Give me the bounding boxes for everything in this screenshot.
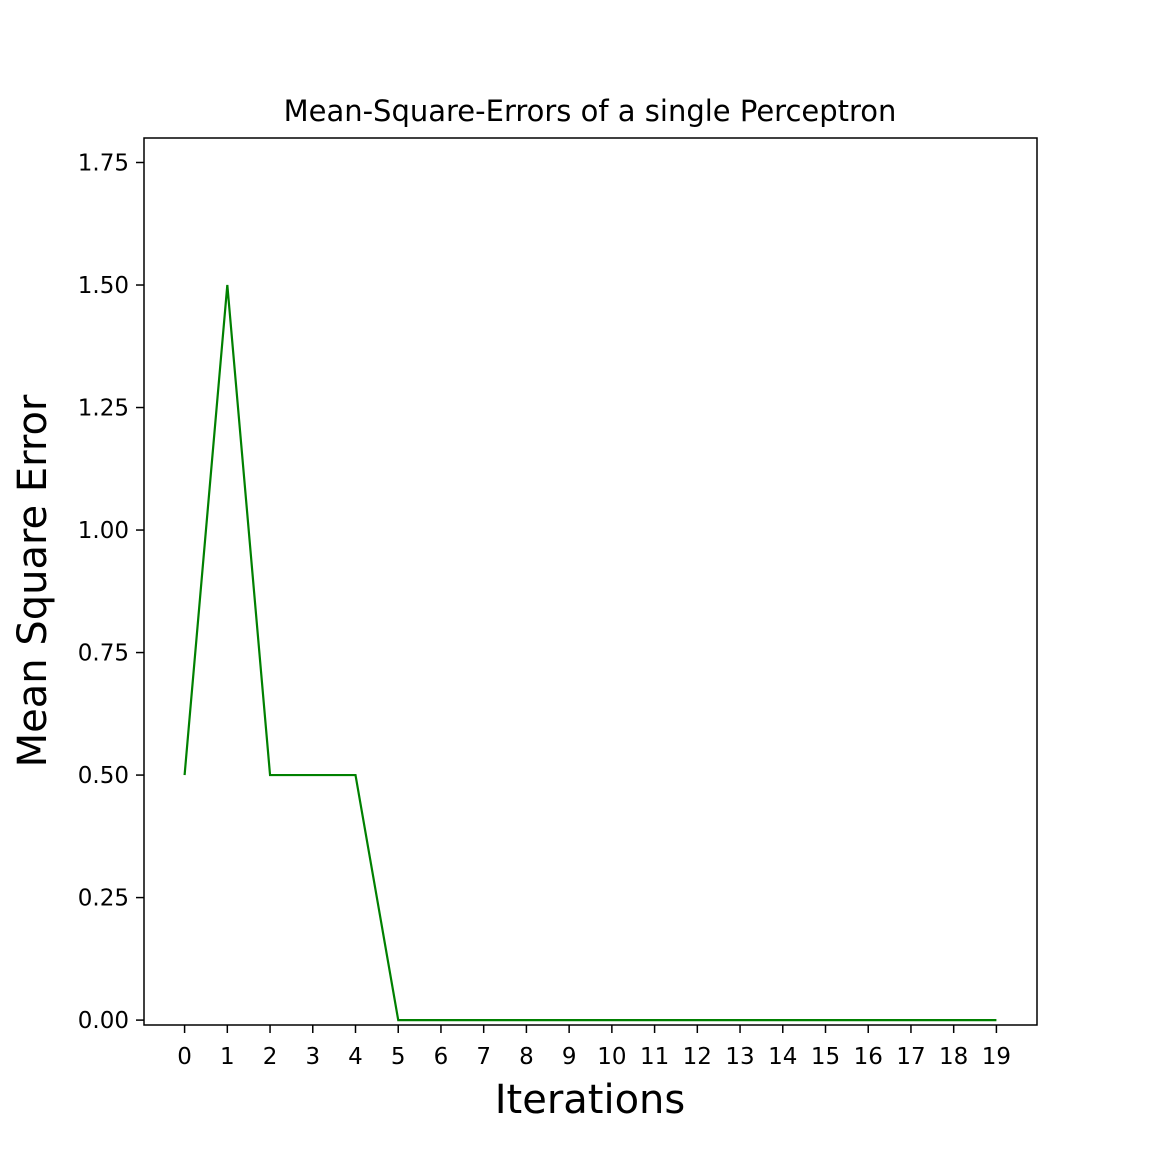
y-tick-label: 1.50 <box>78 273 129 299</box>
x-tick-label: 10 <box>597 1044 626 1070</box>
x-tick-label: 17 <box>896 1044 925 1070</box>
series-line <box>183 284 997 1022</box>
x-tick-label: 13 <box>725 1044 754 1070</box>
x-tick-label: 8 <box>519 1044 534 1070</box>
x-tick-label: 18 <box>939 1044 968 1070</box>
x-tick-label: 12 <box>683 1044 712 1070</box>
y-tick-label: 0.25 <box>78 886 129 912</box>
x-axis-title: Iterations <box>495 1077 686 1123</box>
y-tick-label: 1.25 <box>78 396 129 422</box>
x-tick-label: 1 <box>220 1044 235 1070</box>
x-tick-label: 3 <box>305 1044 320 1070</box>
chart-title: Mean-Square-Errors of a single Perceptro… <box>284 94 897 128</box>
x-tick-label: 0 <box>177 1044 192 1070</box>
y-tick-label: 1.75 <box>78 151 129 177</box>
plot-area: 0.000.250.500.751.001.251.501.750 1 2 3 4 5 6 7… <box>78 137 1038 1070</box>
x-tick-label: 2 <box>263 1044 278 1070</box>
y-tick-label: 0.50 <box>78 763 129 789</box>
x-tick-label: 11 <box>640 1044 669 1070</box>
x-tick-label: 6 <box>434 1044 449 1070</box>
x-tick-label: 14 <box>768 1044 797 1070</box>
y-tick-label: 1.00 <box>78 518 129 544</box>
x-tick-label: 16 <box>854 1044 883 1070</box>
plot-frame <box>143 137 1038 1026</box>
y-tick-label: 0.00 <box>78 1008 129 1034</box>
y-axis-title: Mean Square Error <box>10 394 56 767</box>
y-tick-label: 0.75 <box>78 641 129 667</box>
x-tick-label: 5 <box>391 1044 406 1070</box>
x-tick-label: 7 <box>476 1044 491 1070</box>
x-tick-label: 4 <box>348 1044 363 1070</box>
x-tick-label: 15 <box>811 1044 840 1070</box>
x-tick-label: 9 <box>562 1044 577 1070</box>
x-tick-label: 19 <box>982 1044 1011 1070</box>
